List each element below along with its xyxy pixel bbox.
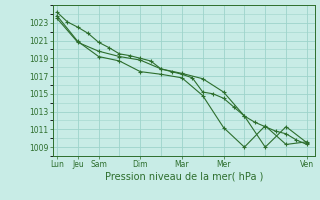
X-axis label: Pression niveau de la mer( hPa ): Pression niveau de la mer( hPa ) [105, 172, 263, 182]
